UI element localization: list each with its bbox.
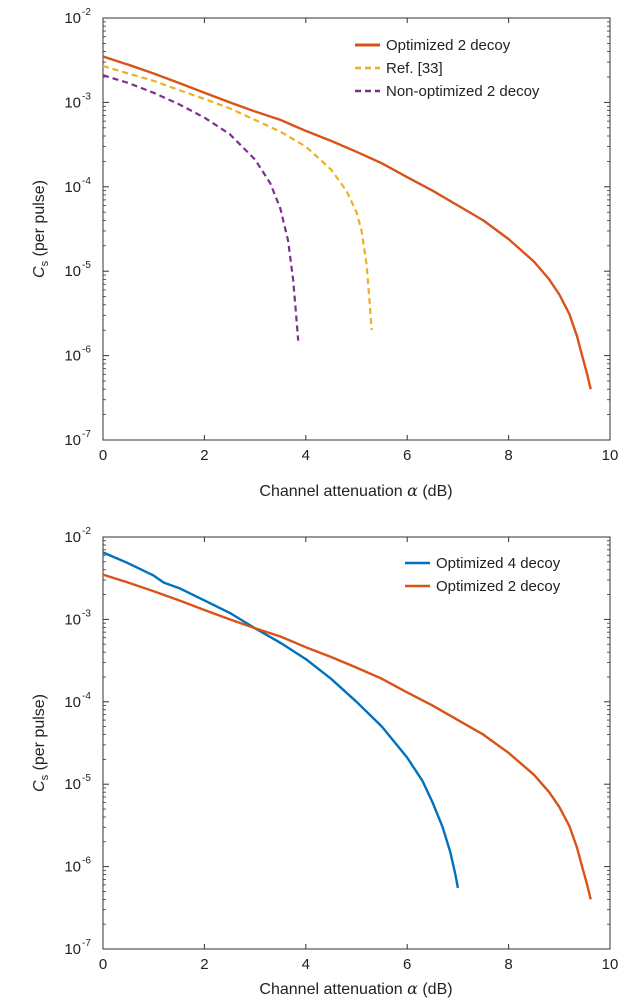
top-x-tick-label: 0 xyxy=(99,447,107,464)
plot-area-bottom xyxy=(102,536,611,950)
bottom-xlabel: Channel attenuation α (dB) xyxy=(259,979,452,998)
top-legend-entry: Optimized 2 decoy xyxy=(355,37,511,54)
top-xlabel-prefix: Channel attenuation xyxy=(259,483,407,500)
bottom-data-lines xyxy=(102,551,592,900)
bottom-y-tick-label: 10 xyxy=(64,941,81,958)
top-ylabel-symbol: C xyxy=(31,266,48,278)
top-x-tick-label: 6 xyxy=(403,447,411,464)
top-x-tick-label: 4 xyxy=(302,447,310,464)
top-xlabel-symbol: α xyxy=(407,481,418,500)
bottom-y-tick-exponent: -3 xyxy=(82,608,91,619)
top-y-tick-exponent: -5 xyxy=(82,260,91,271)
bottom-ylabel-sub: s xyxy=(39,774,51,780)
top-legend-label: Ref. [33] xyxy=(386,60,443,77)
top-ylabel: Cs (per pulse) xyxy=(31,180,51,278)
bottom-x-tick-label: 0 xyxy=(99,956,107,973)
bottom-series-line-optimized-2-decoy xyxy=(102,573,592,900)
bottom-x-tick-label: 10 xyxy=(602,956,619,973)
top-data-lines xyxy=(102,55,592,390)
top-legend-label: Non-optimized 2 decoy xyxy=(386,83,540,100)
bottom-ylabel-symbol: C xyxy=(31,780,48,792)
bottom-legend-entry: Optimized 2 decoy xyxy=(405,578,561,595)
top-series-line-optimized-2-decoy xyxy=(102,55,592,390)
top-y-tick-exponent: -4 xyxy=(82,176,91,187)
bottom-xlabel-suffix: (dB) xyxy=(418,981,453,998)
bottom-y-tick-exponent: -5 xyxy=(82,773,91,784)
top-x-tick-label: 8 xyxy=(504,447,512,464)
top-xlabel: Channel attenuation α (dB) xyxy=(259,481,452,500)
top-y-tick-label: 10 xyxy=(64,348,81,365)
bottom-x-tick-label: 4 xyxy=(302,956,310,973)
top-legend: Optimized 2 decoy Ref. [33] Non-optimize… xyxy=(344,25,604,109)
top-x-tick-label: 2 xyxy=(200,447,208,464)
bottom-legend-label: Optimized 4 decoy xyxy=(436,555,561,572)
top-ylabel-suffix: (per pulse) xyxy=(31,180,48,261)
bottom-ylabel-suffix: (per pulse) xyxy=(31,694,48,775)
bottom-series-line-optimized-4-decoy xyxy=(102,551,460,889)
top-y-tick-label: 10 xyxy=(64,94,81,111)
top-ylabel-sub: s xyxy=(39,260,51,266)
top-y-tick-exponent: -2 xyxy=(82,7,91,18)
top-series-line-ref-33 xyxy=(102,64,373,331)
top-legend-entry: Non-optimized 2 decoy xyxy=(355,83,540,100)
bottom-legend-label: Optimized 2 decoy xyxy=(436,578,561,595)
bottom-xlabel-prefix: Channel attenuation xyxy=(259,981,407,998)
bottom-x-tick-label: 2 xyxy=(200,956,208,973)
top-y-tick-label: 10 xyxy=(64,263,81,280)
top-y-tick-exponent: -6 xyxy=(82,345,91,356)
bottom-x-tick-label: 8 xyxy=(504,956,512,973)
bottom-ylabel: Cs (per pulse) xyxy=(31,694,51,792)
bottom-y-tick-label: 10 xyxy=(64,694,81,711)
bottom-legend-entry: Optimized 4 decoy xyxy=(405,555,561,572)
bottom-y-tick-label: 10 xyxy=(64,859,81,876)
bottom-x-tick-label: 6 xyxy=(403,956,411,973)
top-legend-box xyxy=(344,25,604,109)
bottom-y-tick-label: 10 xyxy=(64,611,81,628)
bottom-y-tick-label: 10 xyxy=(64,776,81,793)
top-y-tick-exponent: -7 xyxy=(82,429,91,440)
top-series-line-non-optimized-2-decoy xyxy=(102,74,300,341)
top-x-tick-label: 10 xyxy=(602,447,619,464)
top-legend-entry: Ref. [33] xyxy=(355,60,443,77)
bottom-y-tick-exponent: -4 xyxy=(82,691,91,702)
top-xlabel-suffix: (dB) xyxy=(418,483,453,500)
bottom-legend-box xyxy=(394,544,604,604)
top-y-tick-exponent: -3 xyxy=(82,91,91,102)
top-y-tick-label: 10 xyxy=(64,10,81,27)
top-legend-label: Optimized 2 decoy xyxy=(386,37,511,54)
bottom-y-tick-exponent: -6 xyxy=(82,856,91,867)
bottom-xlabel-symbol: α xyxy=(407,979,418,998)
bottom-y-tick-label: 10 xyxy=(64,529,81,546)
top-y-tick-label: 10 xyxy=(64,432,81,449)
bottom-legend: Optimized 4 decoy Optimized 2 decoy xyxy=(394,544,604,604)
top-y-tick-label: 10 xyxy=(64,179,81,196)
bottom-y-tick-exponent: -2 xyxy=(82,526,91,537)
bottom-y-tick-exponent: -7 xyxy=(82,938,91,949)
